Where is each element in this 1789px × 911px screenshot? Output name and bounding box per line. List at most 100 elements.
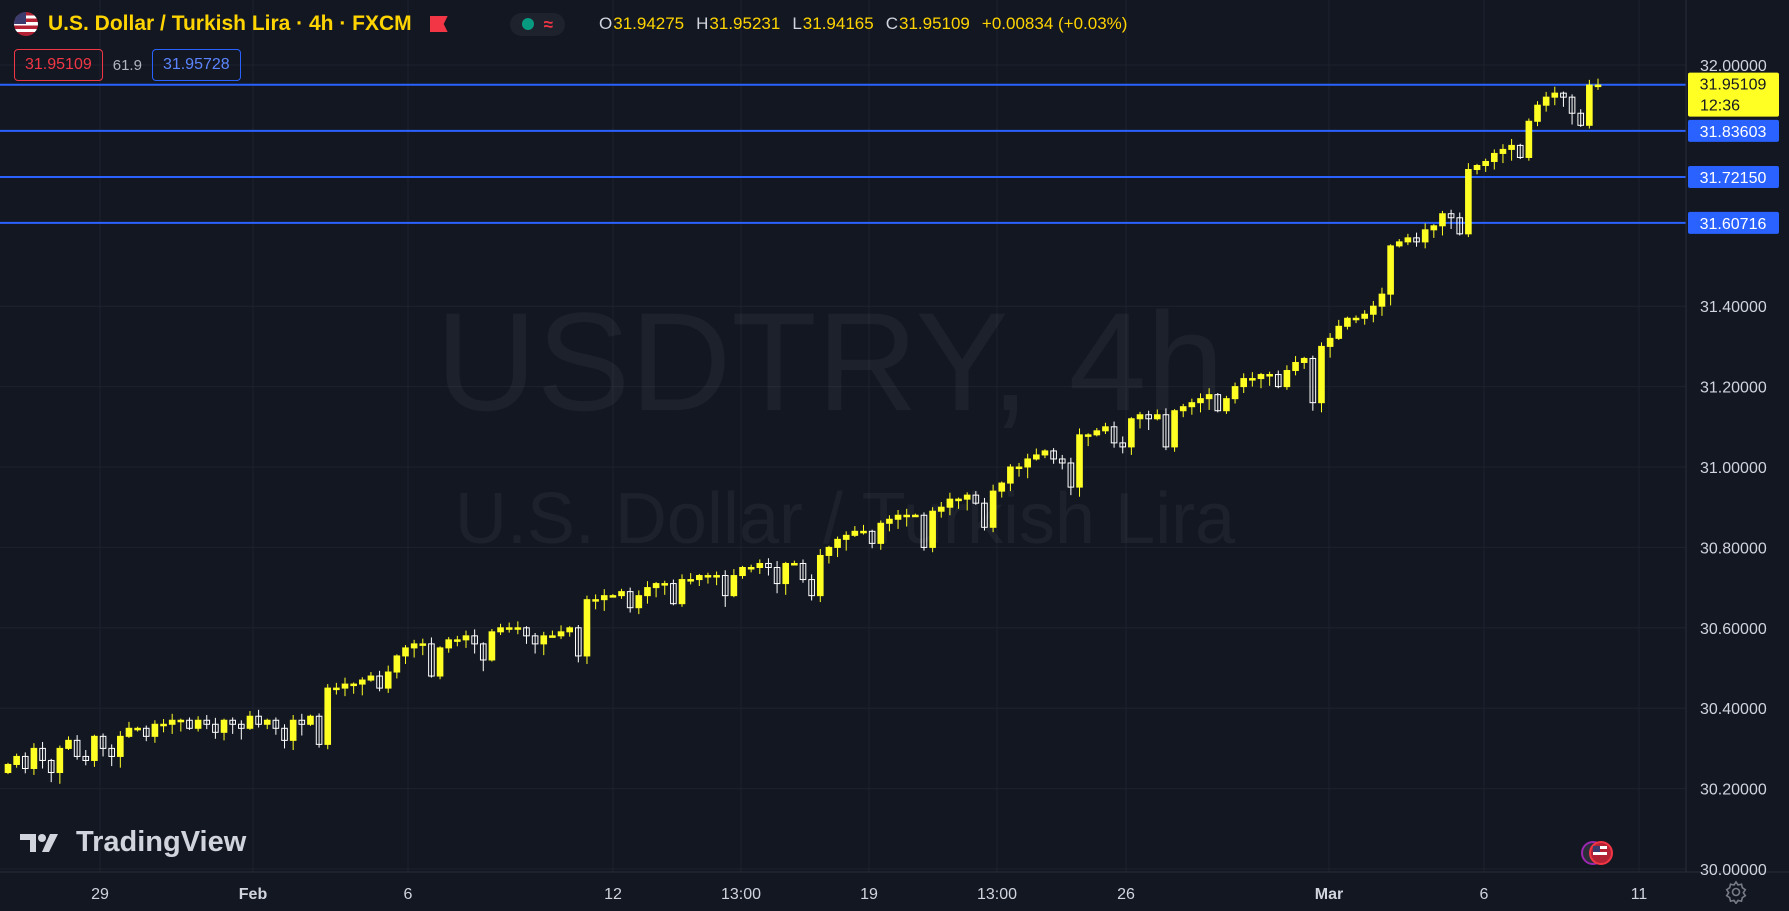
candle-body-up xyxy=(246,715,254,729)
candle xyxy=(229,717,236,734)
candle xyxy=(436,646,444,680)
candle xyxy=(765,558,772,576)
candle xyxy=(82,750,90,766)
candle xyxy=(402,645,409,664)
price-axis[interactable]: 32.00000 31.40000 31.20000 31.00000 30.80000… xyxy=(1700,58,1767,879)
symbol-header[interactable]: U.S. Dollar / Turkish Lira · 4h · FXCM ≈… xyxy=(14,9,1127,39)
candle-body-up xyxy=(65,739,72,749)
gear-icon[interactable] xyxy=(1724,880,1748,904)
candle-body-up xyxy=(1404,237,1412,243)
candle-body-down xyxy=(1145,414,1152,420)
candle xyxy=(566,626,573,637)
candle-body-up xyxy=(324,687,332,745)
candle xyxy=(549,630,556,638)
candle xyxy=(1456,212,1464,236)
symbol-title[interactable]: U.S. Dollar / Turkish Lira · 4h · FXCM xyxy=(48,12,412,35)
sell-button[interactable]: 31.95109 xyxy=(14,49,103,81)
ohlc-change: +0.00834 (+0.03%) xyxy=(981,14,1128,33)
candle-body-up xyxy=(1499,148,1507,154)
candle xyxy=(661,580,669,595)
time-axis[interactable]: 29 Feb 6 12 13:00 19 13:00 26 Mar 6 11 xyxy=(91,886,1647,903)
candle xyxy=(220,718,228,741)
candle-body-down xyxy=(1214,394,1222,412)
candle xyxy=(1136,411,1144,429)
candle xyxy=(1378,287,1386,316)
candle xyxy=(142,725,150,742)
candle xyxy=(687,573,694,585)
candle-body-down xyxy=(1560,92,1567,98)
candle-body-up xyxy=(678,579,686,605)
candle-body-up xyxy=(1292,361,1299,372)
candle-body-up xyxy=(618,591,625,597)
candle-body-up xyxy=(125,727,133,737)
candle-body-up xyxy=(1395,241,1403,247)
candle xyxy=(1205,388,1213,410)
candle-body-up xyxy=(410,643,418,649)
currency-pair-flags-icon[interactable] xyxy=(1581,838,1613,868)
candle xyxy=(575,624,582,663)
candle xyxy=(1577,109,1585,127)
candle xyxy=(73,735,81,760)
candle-body-up xyxy=(566,627,573,633)
ohlc-low: L31.94165 xyxy=(792,14,874,33)
candle-body-up xyxy=(600,595,608,601)
flag-icon[interactable] xyxy=(429,16,448,32)
candle-body-down xyxy=(808,579,815,597)
candle xyxy=(799,559,807,583)
candle xyxy=(289,715,297,751)
candle-body-down xyxy=(1568,96,1576,114)
candle-body-up xyxy=(307,715,314,725)
candle-body-up xyxy=(661,583,669,586)
candle xyxy=(825,545,833,564)
candle xyxy=(99,733,107,757)
candle-body-up xyxy=(730,575,738,597)
candle xyxy=(1586,79,1593,129)
candle xyxy=(160,719,167,733)
candle-body-up xyxy=(1300,357,1308,363)
time-tick-label: 6 xyxy=(404,886,413,903)
candle-body-up xyxy=(704,575,712,578)
candle-body-up xyxy=(1430,225,1438,231)
candle-body-down xyxy=(108,747,116,757)
candle-body-up xyxy=(929,510,936,548)
time-tick-label: 11 xyxy=(1631,886,1648,903)
candle-body-up xyxy=(462,635,470,641)
candle-body-down xyxy=(531,635,539,645)
candle xyxy=(384,665,392,693)
candle-body-up xyxy=(989,490,997,528)
candle xyxy=(540,631,548,656)
candle xyxy=(903,508,911,527)
candle-body-up xyxy=(1266,374,1273,377)
candle-body-up xyxy=(1084,434,1092,437)
bar-countdown-label: 12:36 xyxy=(1700,98,1740,115)
candle xyxy=(670,579,677,606)
buy-button[interactable]: 31.95728 xyxy=(151,49,241,81)
candle xyxy=(1551,86,1559,106)
candle-body-up xyxy=(1093,430,1101,436)
candle-body-up xyxy=(1439,213,1446,227)
candle-body-up xyxy=(1542,96,1550,106)
candle-body-up xyxy=(644,587,651,597)
price-tick-label: 30.00000 xyxy=(1700,862,1767,879)
candle xyxy=(376,670,383,692)
candle xyxy=(791,560,798,566)
tradingview-logo[interactable]: TradingView xyxy=(20,826,246,859)
candle-body-down xyxy=(21,755,29,770)
wave-icon: ≈ xyxy=(543,14,553,34)
candle xyxy=(1274,370,1282,389)
candle-body-up xyxy=(1335,325,1343,339)
candle xyxy=(333,682,340,695)
candle-body-up xyxy=(393,655,401,673)
market-status-pill[interactable]: ≈ xyxy=(509,12,565,36)
candle-body-up xyxy=(1525,120,1533,158)
candle-body-up xyxy=(358,679,366,685)
candle xyxy=(341,677,349,697)
candle xyxy=(1231,382,1239,404)
candle-body-down xyxy=(73,739,81,757)
candle xyxy=(1015,462,1023,477)
watermark-symbol: USDTRY, 4h xyxy=(436,283,1225,440)
current-price-label-bg xyxy=(1688,72,1779,117)
level-price-label-bg xyxy=(1688,119,1779,142)
candle-body-up xyxy=(540,635,548,645)
